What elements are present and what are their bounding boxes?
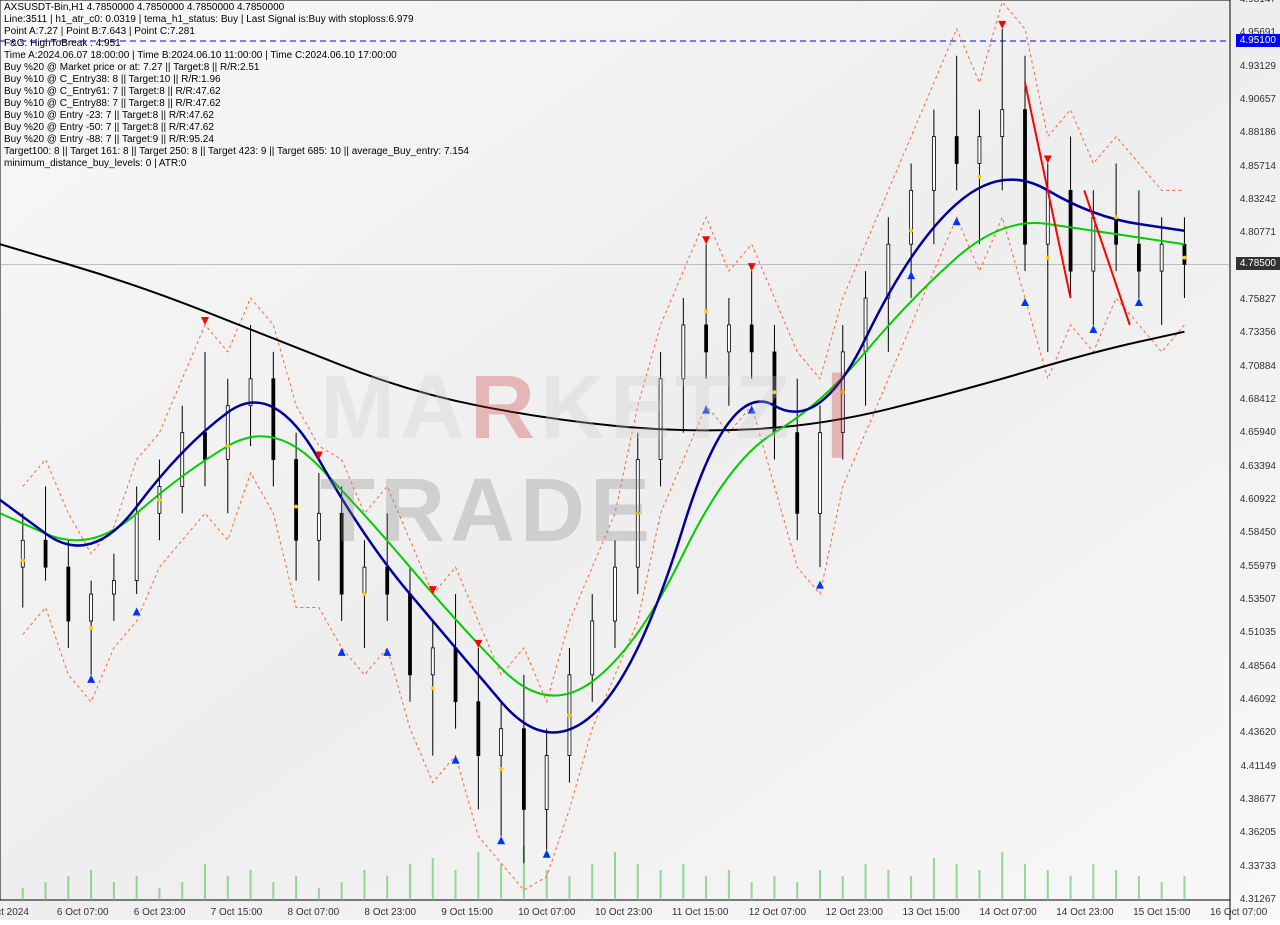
y-tick-label: 4.46092: [1240, 694, 1276, 705]
info-line: Buy %20 @ Market price or at: 7.27 || Ta…: [4, 62, 259, 73]
x-tick-label: 8 Oct 23:00: [364, 907, 416, 918]
x-tick-label: 9 Oct 15:00: [441, 907, 493, 918]
y-tick-label: 4.60922: [1240, 494, 1276, 505]
info-line: Buy %20 @ Entry -88: 7 || Target:9 || R/…: [4, 134, 214, 145]
x-tick-label: 16 Oct 07:00: [1210, 907, 1267, 918]
y-tick-label: 4.70884: [1240, 361, 1276, 372]
x-tick-label: 6 Oct 23:00: [134, 907, 186, 918]
y-tick-label: 4.38677: [1240, 794, 1276, 805]
info-line: Line:3511 | h1_atr_c0: 0.0319 | tema_h1_…: [4, 14, 414, 25]
x-tick-label: 11 Oct 15:00: [672, 907, 729, 918]
info-line: F&G: HighToBreak : 4.951: [4, 38, 121, 49]
info-line: Buy %20 @ Entry -50: 7 || Target:8 || R/…: [4, 122, 214, 133]
y-tick-label: 4.68412: [1240, 394, 1276, 405]
x-tick-label: 10 Oct 07:00: [518, 907, 575, 918]
y-tick-label: 4.36205: [1240, 827, 1276, 838]
y-tick-label: 4.93129: [1240, 61, 1276, 72]
info-line: Buy %10 @ Entry -23: 7 || Target:8 || R/…: [4, 110, 214, 121]
x-tick-label: 10 Oct 23:00: [595, 907, 652, 918]
y-tick-label: 4.55979: [1240, 561, 1276, 572]
x-tick-label: 12 Oct 23:00: [826, 907, 883, 918]
info-line: Target100: 8 || Target 161: 8 || Target …: [4, 146, 469, 157]
current-price-badge: 4.78500: [1236, 257, 1280, 270]
x-tick-label: 14 Oct 07:00: [979, 907, 1036, 918]
info-line: Buy %10 @ C_Entry61: 7 || Target:8 || R/…: [4, 86, 221, 97]
y-tick-label: 4.73356: [1240, 327, 1276, 338]
y-tick-label: 4.98147: [1240, 0, 1276, 5]
y-tick-label: 4.63394: [1240, 461, 1276, 472]
info-line: Time A:2024.06.07 18:00:00 | Time B:2024…: [4, 50, 397, 61]
symbol-header: AXSUSDT-Bin,H1 4.7850000 4.7850000 4.785…: [4, 2, 284, 13]
y-tick-label: 4.83242: [1240, 194, 1276, 205]
x-tick-label: 15 Oct 15:00: [1133, 907, 1190, 918]
chart-container: MARKETZ | TRADE AXSUSDT-Bin,H1 4.7850000…: [0, 0, 1280, 920]
y-tick-label: 4.41149: [1241, 761, 1276, 772]
info-line: Buy %10 @ C_Entry88: 7 || Target:8 || R/…: [4, 98, 221, 109]
y-tick-label: 4.75827: [1240, 294, 1276, 305]
x-tick-label: 13 Oct 15:00: [903, 907, 960, 918]
y-tick-label: 4.51035: [1240, 627, 1276, 638]
y-tick-label: 4.65940: [1240, 427, 1276, 438]
y-tick-label: 4.90657: [1240, 94, 1276, 105]
x-tick-label: 14 Oct 23:00: [1056, 907, 1113, 918]
info-line: Buy %10 @ C_Entry38: 8 || Target:10 || R…: [4, 74, 221, 85]
x-tick-label: 12 Oct 07:00: [749, 907, 806, 918]
y-tick-label: 4.80771: [1240, 227, 1276, 238]
y-tick-label: 4.33733: [1240, 861, 1276, 872]
x-tick-label: 5 Oct 2024: [0, 907, 29, 918]
watermark: MARKETZ | TRADE: [320, 357, 960, 563]
info-line: Point A:7.27 | Point B:7.643 | Point C:7…: [4, 26, 195, 37]
info-line: minimum_distance_buy_levels: 0 | ATR:0: [4, 158, 187, 169]
y-tick-label: 4.58450: [1240, 527, 1276, 538]
y-tick-label: 4.88186: [1240, 127, 1276, 138]
y-tick-label: 4.53507: [1240, 594, 1276, 605]
x-tick-label: 8 Oct 07:00: [288, 907, 340, 918]
y-tick-label: 4.85714: [1240, 161, 1276, 172]
y-tick-label: 4.48564: [1240, 661, 1276, 672]
x-tick-label: 6 Oct 07:00: [57, 907, 109, 918]
horizontal-line-badge: 4.95100: [1236, 34, 1280, 47]
y-tick-label: 4.43620: [1240, 727, 1276, 738]
y-tick-label: 4.31267: [1240, 894, 1276, 905]
x-tick-label: 7 Oct 15:00: [211, 907, 263, 918]
